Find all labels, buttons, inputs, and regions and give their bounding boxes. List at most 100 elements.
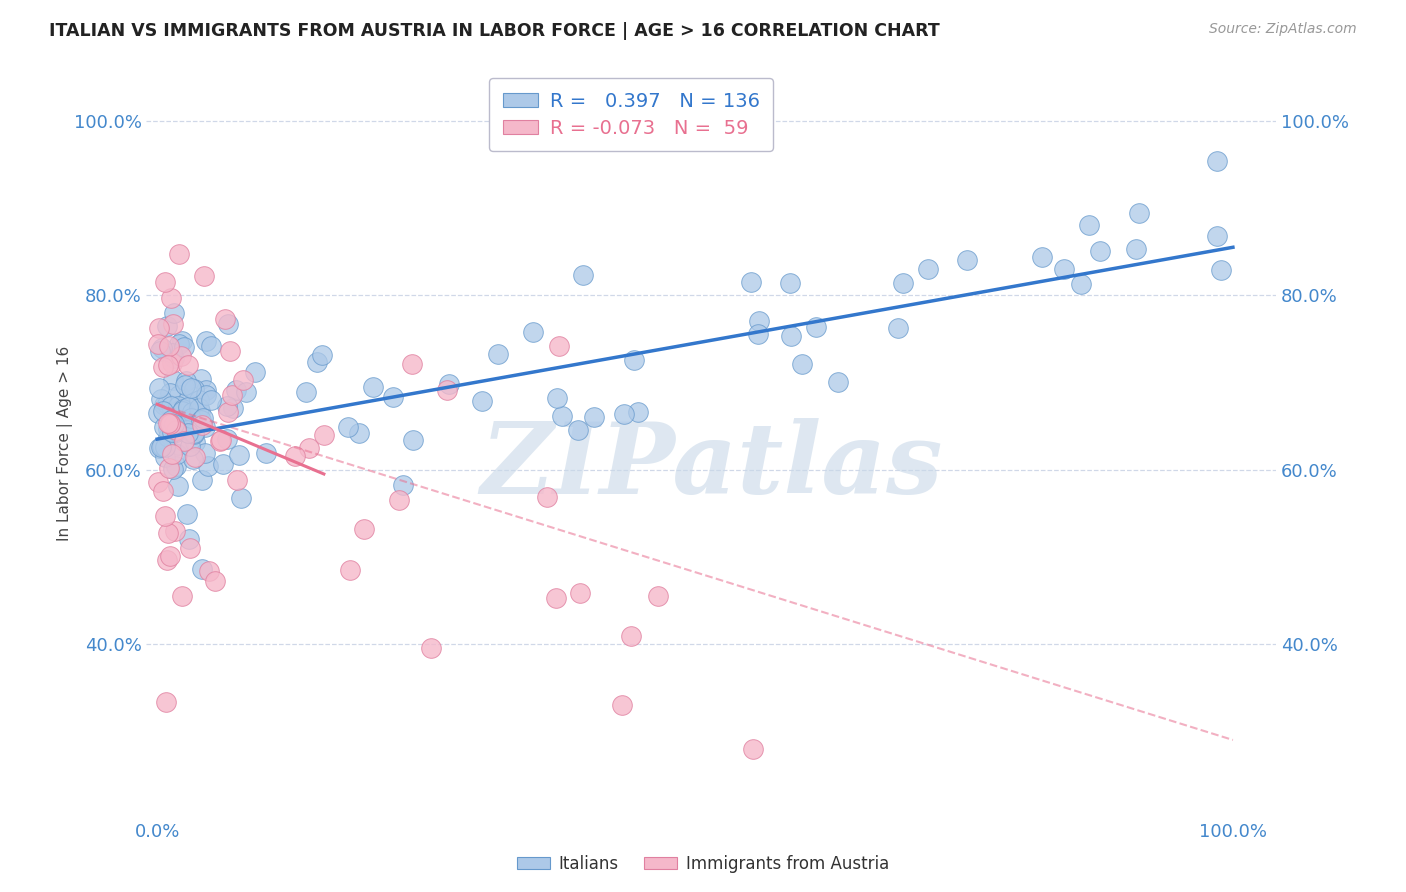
Point — [174, 374, 197, 388]
Point — [172, 589, 194, 603]
Point — [200, 392, 222, 407]
Point — [194, 446, 217, 460]
Point — [159, 413, 181, 427]
Legend: Italians, Immigrants from Austria: Italians, Immigrants from Austria — [510, 848, 896, 880]
Point — [436, 383, 458, 397]
Point — [305, 355, 328, 369]
Point — [284, 449, 307, 463]
Point — [225, 474, 247, 488]
Point — [152, 404, 174, 418]
Point — [152, 359, 174, 374]
Point — [148, 442, 170, 456]
Point — [381, 390, 404, 404]
Point — [174, 394, 197, 409]
Point — [176, 423, 198, 437]
Point — [188, 401, 211, 416]
Point — [198, 564, 221, 578]
Point — [183, 382, 205, 396]
Point — [170, 349, 193, 363]
Point — [172, 403, 194, 417]
Point — [179, 532, 201, 546]
Point — [747, 326, 769, 341]
Point — [153, 450, 176, 464]
Point — [163, 417, 186, 431]
Point — [177, 358, 200, 372]
Point — [160, 399, 183, 413]
Point — [167, 247, 190, 261]
Point — [361, 379, 384, 393]
Point — [179, 541, 201, 555]
Point — [228, 449, 250, 463]
Point — [191, 473, 214, 487]
Point — [419, 640, 441, 655]
Point — [647, 589, 669, 603]
Point — [148, 321, 170, 335]
Point — [804, 319, 827, 334]
Point — [163, 351, 186, 366]
Point — [165, 423, 187, 437]
Point — [167, 399, 190, 413]
Point — [827, 375, 849, 389]
Point — [157, 461, 180, 475]
Point — [150, 439, 173, 453]
Point — [157, 339, 180, 353]
Point — [1205, 229, 1227, 244]
Point — [148, 337, 170, 351]
Point — [159, 385, 181, 400]
Point — [243, 365, 266, 379]
Point — [1031, 251, 1053, 265]
Point — [314, 427, 336, 442]
Point — [339, 564, 361, 578]
Point — [165, 459, 187, 474]
Point — [191, 411, 214, 425]
Legend: R =   0.397   N = 136, R = -0.073   N =  59: R = 0.397 N = 136, R = -0.073 N = 59 — [489, 78, 773, 152]
Point — [222, 401, 245, 416]
Point — [298, 441, 321, 455]
Point — [194, 334, 217, 348]
Point — [157, 526, 180, 541]
Point — [159, 549, 181, 563]
Point — [1205, 153, 1227, 168]
Point — [160, 291, 183, 305]
Point — [917, 262, 939, 277]
Point — [159, 417, 181, 431]
Point — [153, 275, 176, 289]
Point — [156, 553, 179, 567]
Point — [790, 357, 813, 371]
Point — [551, 409, 574, 424]
Point — [956, 253, 979, 268]
Point — [221, 388, 243, 402]
Point — [197, 459, 219, 474]
Point — [215, 399, 238, 413]
Point — [401, 433, 423, 447]
Point — [522, 326, 544, 340]
Point — [295, 384, 318, 399]
Point — [155, 695, 177, 709]
Point — [162, 373, 184, 387]
Point — [180, 410, 202, 425]
Point — [152, 419, 174, 434]
Point — [173, 340, 195, 354]
Point — [569, 586, 592, 600]
Point — [160, 346, 183, 360]
Point — [159, 416, 181, 430]
Point — [209, 434, 232, 448]
Text: ITALIAN VS IMMIGRANTS FROM AUSTRIA IN LABOR FORCE | AGE > 16 CORRELATION CHART: ITALIAN VS IMMIGRANTS FROM AUSTRIA IN LA… — [49, 22, 941, 40]
Point — [231, 491, 253, 505]
Y-axis label: In Labor Force | Age > 16: In Labor Force | Age > 16 — [58, 346, 73, 541]
Point — [193, 268, 215, 283]
Point — [148, 406, 170, 420]
Point — [235, 384, 257, 399]
Point — [214, 311, 236, 326]
Point — [155, 440, 177, 454]
Point — [401, 358, 423, 372]
Point — [162, 462, 184, 476]
Point — [183, 418, 205, 433]
Point — [152, 484, 174, 499]
Point — [567, 423, 589, 437]
Point — [162, 317, 184, 331]
Point — [149, 441, 172, 455]
Point — [179, 439, 201, 453]
Point — [184, 450, 207, 464]
Point — [194, 388, 217, 402]
